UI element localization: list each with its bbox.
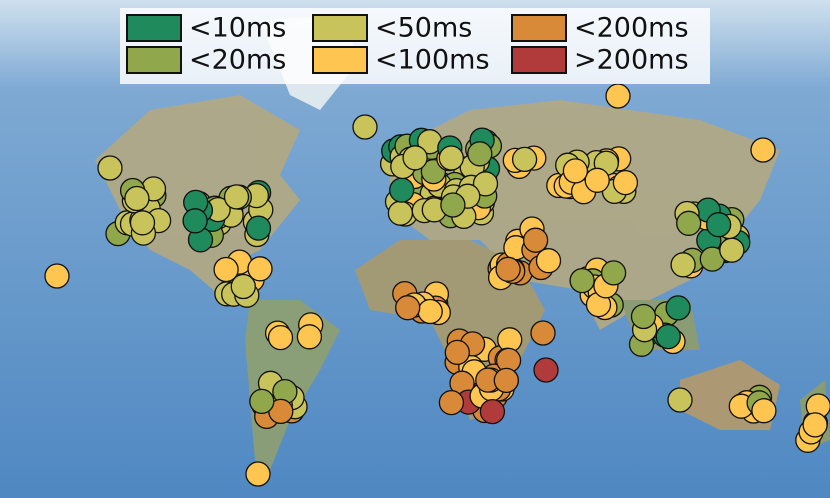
latency-dot bbox=[630, 303, 657, 330]
legend-swatch bbox=[312, 14, 368, 42]
latency-dot bbox=[182, 208, 208, 234]
latency-dot bbox=[245, 215, 272, 241]
latency-dot bbox=[438, 145, 464, 171]
latency-dot bbox=[245, 461, 271, 487]
latency-dot bbox=[402, 145, 428, 171]
latency-dot bbox=[569, 267, 595, 294]
latency-dot bbox=[247, 256, 273, 282]
legend-label: <50ms bbox=[375, 13, 472, 44]
legend: <10ms<20ms <50ms<100ms <200ms>200ms bbox=[126, 13, 689, 76]
dots bbox=[44, 83, 830, 487]
latency-dot bbox=[395, 295, 421, 321]
latency-dot bbox=[223, 184, 250, 210]
latency-dot bbox=[705, 212, 732, 238]
latency-dot bbox=[802, 412, 828, 438]
latency-dot bbox=[129, 210, 156, 236]
latency-dot bbox=[600, 260, 627, 286]
latency-dot bbox=[387, 200, 414, 226]
latency-dot bbox=[296, 324, 323, 350]
latency-dot bbox=[605, 83, 631, 109]
latency-dot bbox=[124, 185, 150, 212]
legend-label: <20ms bbox=[189, 45, 286, 76]
latency-dot bbox=[213, 256, 239, 283]
legend-swatch bbox=[511, 46, 567, 74]
legend-label: >200ms bbox=[574, 45, 689, 76]
latency-dot bbox=[230, 273, 256, 300]
latency-dot bbox=[667, 387, 693, 413]
latency-dot bbox=[249, 388, 275, 415]
legend-label: <10ms bbox=[189, 13, 286, 44]
latency-dot bbox=[750, 137, 776, 163]
latency-dot bbox=[562, 158, 589, 184]
latency-dot bbox=[655, 323, 681, 350]
latency-dot bbox=[438, 389, 465, 416]
latency-dot bbox=[676, 210, 702, 236]
latency-dot bbox=[352, 114, 378, 140]
legend-label: <100ms bbox=[375, 45, 490, 76]
legend-swatch bbox=[126, 46, 182, 74]
latency-dot bbox=[467, 141, 493, 167]
latency-dot bbox=[44, 263, 70, 289]
latency-dot bbox=[444, 339, 470, 366]
latency-dot bbox=[719, 237, 745, 263]
latency-dot bbox=[522, 227, 549, 253]
legend-label: <200ms bbox=[574, 13, 689, 44]
latency-dot bbox=[493, 367, 519, 394]
latency-dot bbox=[665, 295, 691, 321]
latency-dot bbox=[389, 177, 415, 203]
latency-dot bbox=[479, 398, 506, 425]
latency-dot bbox=[472, 171, 499, 197]
legend-swatch bbox=[312, 46, 368, 74]
legend-swatch bbox=[126, 14, 182, 42]
latency-dot bbox=[267, 324, 294, 351]
latency-dot bbox=[670, 252, 696, 278]
latency-dot bbox=[751, 398, 777, 424]
legend-box bbox=[120, 8, 710, 84]
latency-dot bbox=[533, 357, 559, 383]
latency-dot bbox=[535, 248, 562, 274]
latency-dot bbox=[584, 167, 610, 193]
latency-dot bbox=[511, 146, 538, 173]
latency-dot bbox=[97, 155, 123, 181]
legend-swatch bbox=[511, 14, 567, 42]
latency-dot bbox=[417, 298, 443, 325]
latency-dot bbox=[495, 256, 521, 282]
latency-dot bbox=[612, 169, 639, 196]
latency-dot bbox=[440, 192, 466, 218]
latency-dot bbox=[530, 320, 556, 346]
